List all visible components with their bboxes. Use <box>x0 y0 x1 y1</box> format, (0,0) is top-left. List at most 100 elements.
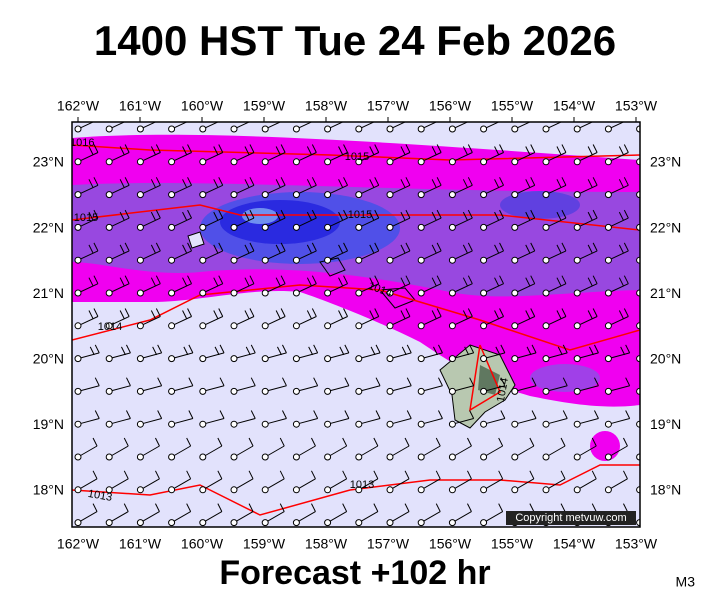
lat-label: 20°N <box>33 351 64 367</box>
barb-flag <box>338 244 343 254</box>
big-island-peak <box>478 365 500 395</box>
barb-shaft <box>77 511 98 524</box>
barb-shaft <box>358 385 381 392</box>
barb-flag <box>279 437 285 447</box>
barb-flag <box>249 209 255 219</box>
barb-shaft <box>358 217 379 228</box>
lon-label: 161°W <box>119 536 162 552</box>
barb-shaft <box>171 283 192 294</box>
barb-shaft <box>639 128 640 130</box>
barb-shaft <box>608 478 628 491</box>
barb-flag <box>250 377 256 386</box>
barb-flag <box>92 437 98 447</box>
barb-flag <box>124 209 130 219</box>
barb-station <box>604 125 612 133</box>
barb-shaft <box>140 250 161 261</box>
barb-flag <box>405 144 411 153</box>
barb-shaft <box>202 184 223 196</box>
barb-shaft <box>452 250 473 261</box>
barb-shaft <box>202 511 223 524</box>
barb-station <box>136 486 144 494</box>
barb-station <box>542 223 550 231</box>
barb-flag <box>311 177 317 186</box>
barb-station <box>261 289 269 297</box>
barb-station <box>230 191 238 199</box>
barb-shaft <box>514 478 535 491</box>
barb-flag <box>150 146 156 155</box>
lat-label: 21°N <box>33 285 64 301</box>
barb-flag <box>119 310 125 319</box>
barb-flag <box>150 277 156 286</box>
barb-station <box>448 125 456 133</box>
barb-shaft <box>171 418 193 425</box>
barb-station <box>604 355 612 363</box>
barb-flag <box>560 470 566 480</box>
barb-flag <box>93 242 99 252</box>
barb-flag <box>529 503 535 512</box>
barb-flag <box>526 346 532 356</box>
barb-flag <box>275 211 281 221</box>
barb-shaft <box>421 385 443 392</box>
barb-station <box>542 420 550 428</box>
barb-station <box>261 125 269 133</box>
barb-station <box>573 453 581 461</box>
barb-shaft <box>420 445 441 458</box>
barb-station <box>105 223 113 231</box>
barb-flag <box>282 377 287 386</box>
barb-flag <box>436 209 442 219</box>
barb-shaft <box>296 152 317 163</box>
barb-flag <box>623 503 628 512</box>
barb-station <box>136 453 144 461</box>
barb-flag <box>183 346 189 356</box>
barb-flag <box>157 344 163 354</box>
barb-station <box>386 486 394 494</box>
barb-flag <box>369 244 375 254</box>
barb-flag <box>561 209 567 219</box>
barb-flag <box>467 275 473 284</box>
barb-shaft <box>108 250 130 261</box>
barb-shaft <box>389 385 412 392</box>
barb-flag <box>500 344 506 354</box>
barb-shaft <box>171 478 191 491</box>
barb-station <box>355 223 363 231</box>
barb-shaft <box>202 217 223 228</box>
barb-flag <box>499 144 504 153</box>
barb-shaft <box>264 250 286 261</box>
barb-flag <box>248 437 254 447</box>
barb-station <box>542 158 550 166</box>
barb-flag <box>124 308 130 317</box>
barb-shaft <box>514 283 535 294</box>
barb-station <box>448 420 456 428</box>
barb-station <box>136 125 144 133</box>
barb-shaft <box>171 445 191 458</box>
barb-station <box>74 322 82 330</box>
barb-flag <box>188 344 194 354</box>
barb-flag <box>155 242 161 252</box>
barb-flag <box>438 377 443 386</box>
barb-flag <box>188 377 194 386</box>
barb-flag <box>373 470 379 480</box>
barb-shaft <box>545 418 568 425</box>
barb-shaft <box>358 418 381 425</box>
barb-flag <box>123 503 129 512</box>
barb-shaft <box>327 445 347 458</box>
barb-station <box>604 486 612 494</box>
barb-station <box>417 387 425 395</box>
barb-station <box>261 223 269 231</box>
barb-flag <box>93 308 99 317</box>
barb-shaft <box>327 250 348 261</box>
barb-shaft <box>264 283 286 294</box>
barb-flag <box>370 346 376 356</box>
barb-flag <box>431 277 437 286</box>
barb-station <box>105 289 113 297</box>
barb-station <box>292 519 300 527</box>
barb-shaft <box>483 250 504 261</box>
barb-flag <box>462 310 468 319</box>
rain-core <box>220 200 340 244</box>
barb-shaft <box>420 478 441 491</box>
lon-label: 159°W <box>243 98 286 114</box>
barb-flag <box>214 114 218 122</box>
barb-flag <box>217 437 223 447</box>
barb-station <box>417 355 425 363</box>
barb-station <box>74 486 82 494</box>
